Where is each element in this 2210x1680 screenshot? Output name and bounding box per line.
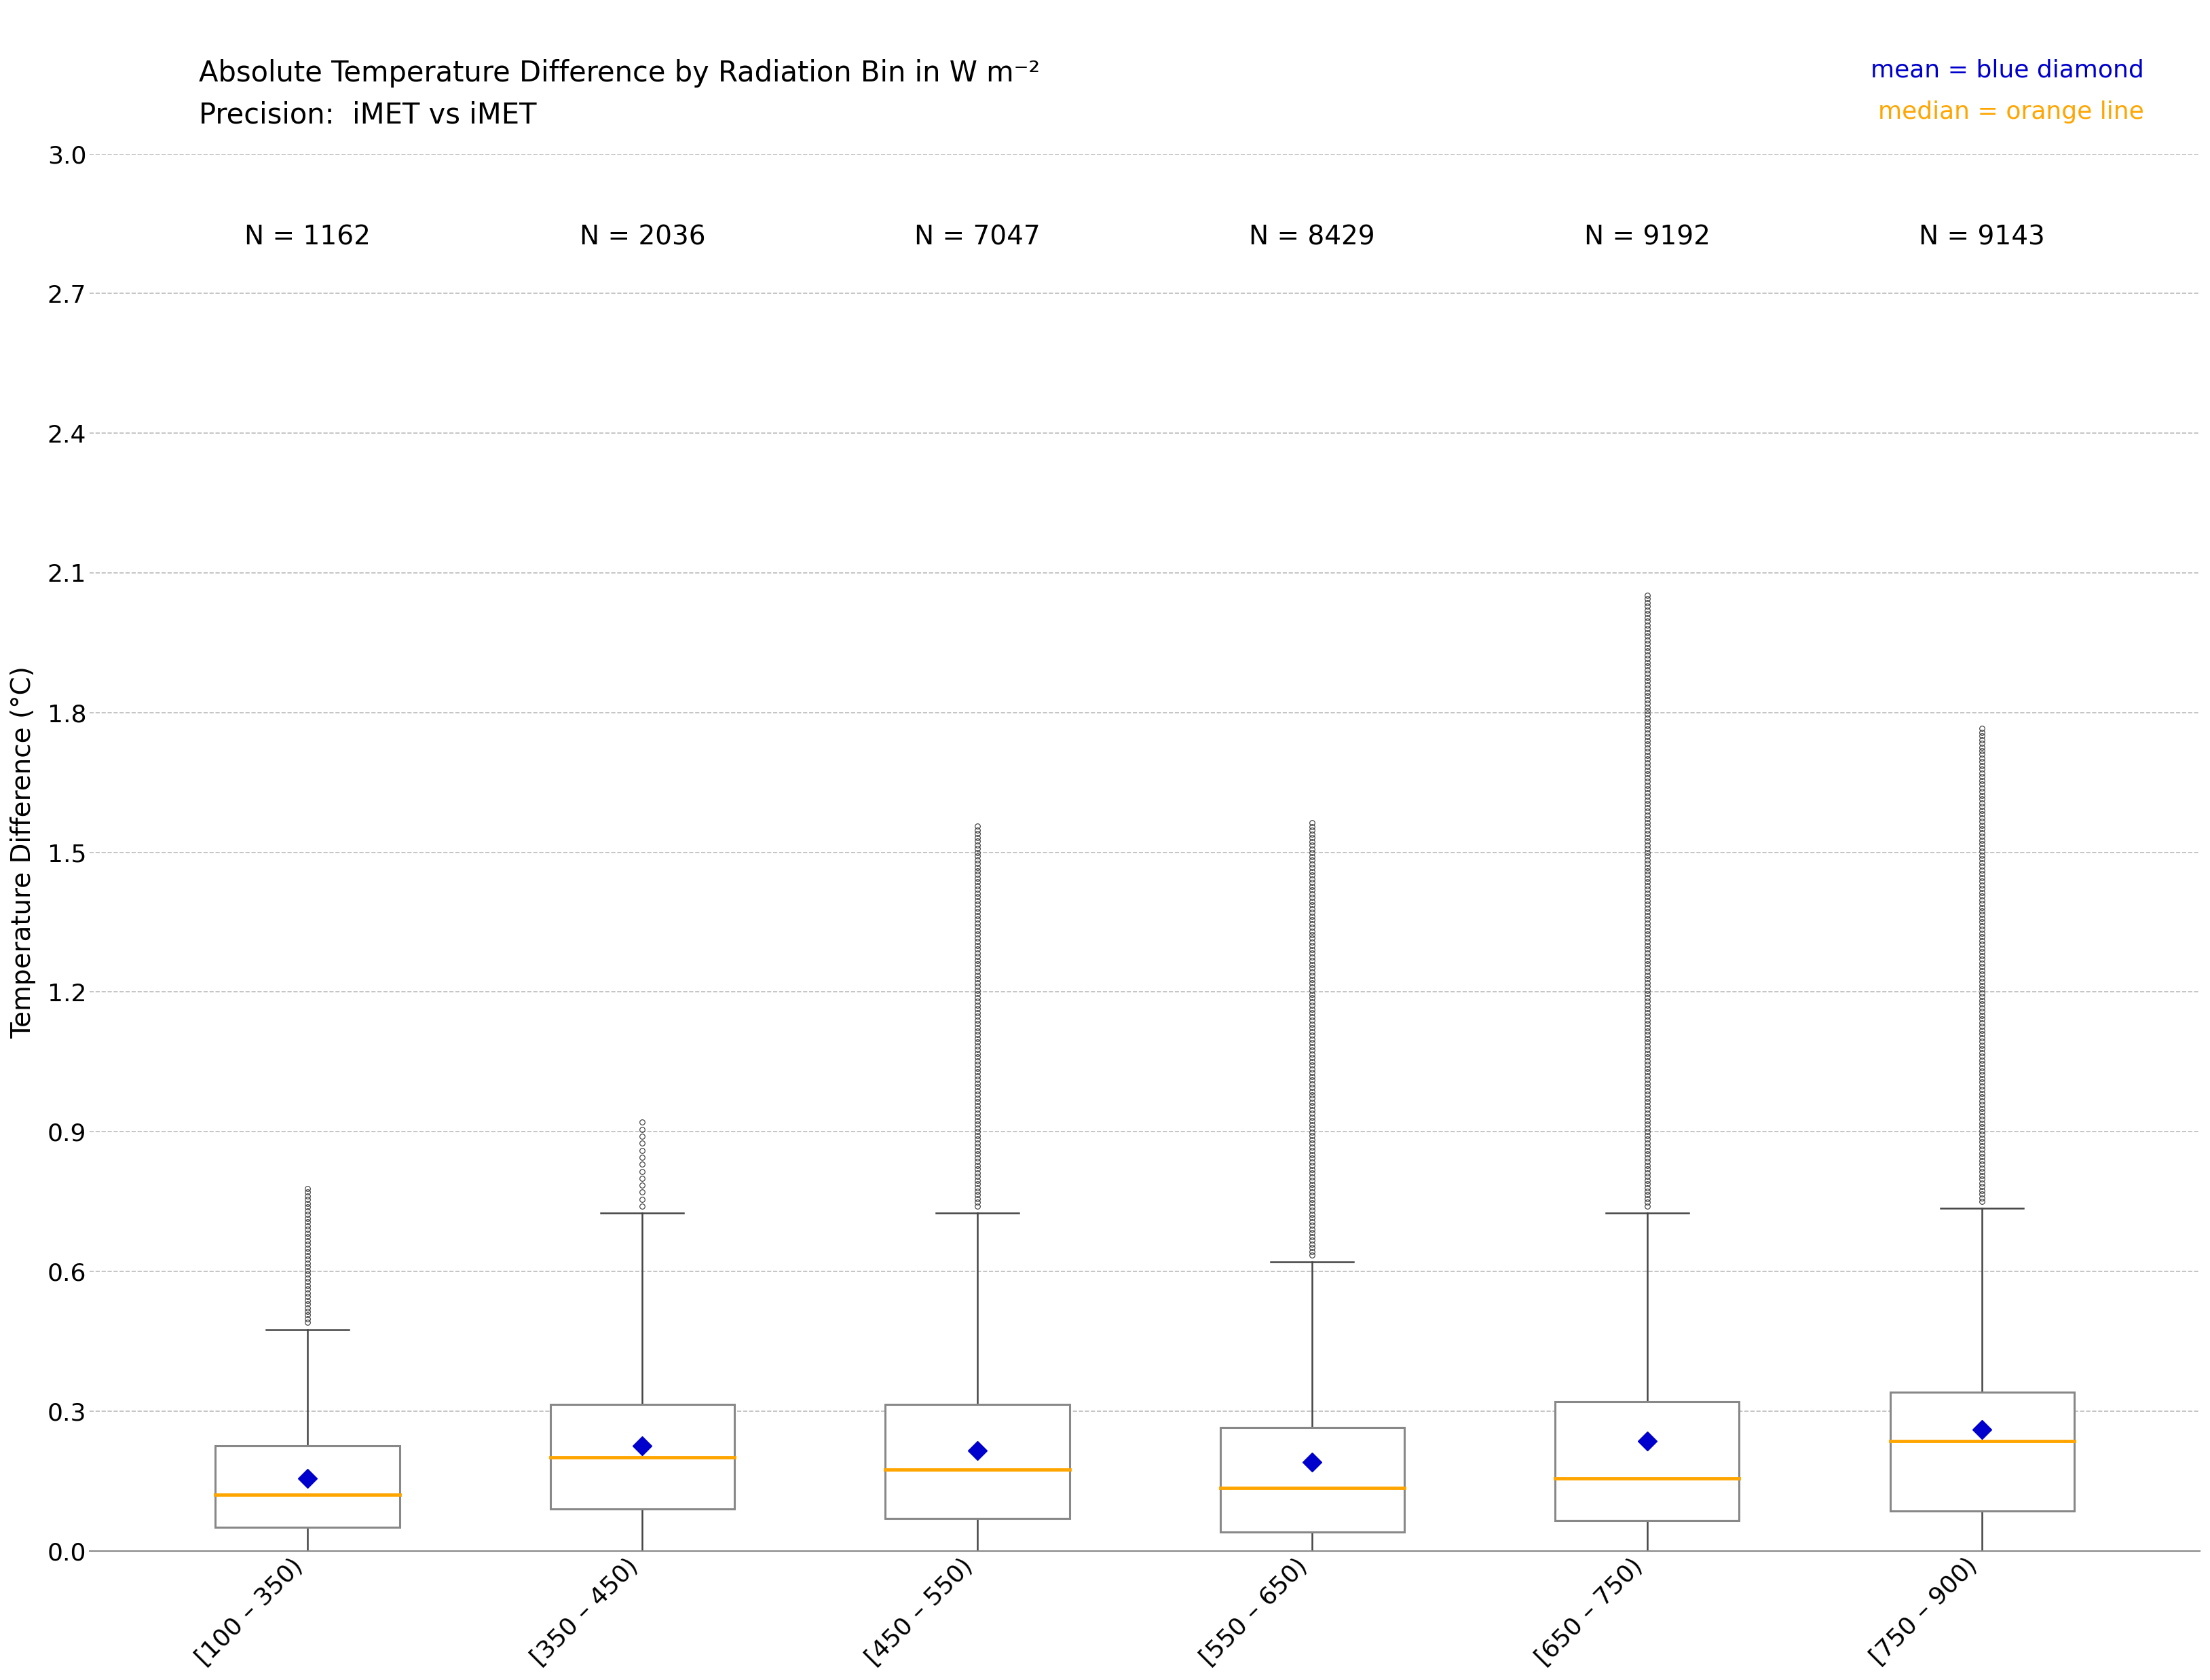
Bar bbox=[1556, 1401, 1739, 1520]
Text: N = 2036: N = 2036 bbox=[579, 225, 705, 250]
Text: N = 7047: N = 7047 bbox=[915, 225, 1041, 250]
Text: N = 9192: N = 9192 bbox=[1585, 225, 1711, 250]
Text: Absolute Temperature Difference by Radiation Bin in W m⁻²: Absolute Temperature Difference by Radia… bbox=[199, 59, 1041, 87]
Bar bbox=[550, 1404, 734, 1509]
Bar bbox=[1220, 1428, 1403, 1532]
Bar bbox=[1890, 1393, 2075, 1512]
Text: mean = blue diamond: mean = blue diamond bbox=[1870, 59, 2144, 82]
Text: N = 9143: N = 9143 bbox=[1918, 225, 2044, 250]
Text: Precision:  iMET vs iMET: Precision: iMET vs iMET bbox=[199, 101, 537, 129]
Y-axis label: Temperature Difference (°C): Temperature Difference (°C) bbox=[11, 665, 35, 1038]
Text: N = 1162: N = 1162 bbox=[245, 225, 371, 250]
Bar bbox=[886, 1404, 1070, 1519]
Text: N = 8429: N = 8429 bbox=[1249, 225, 1375, 250]
Bar bbox=[214, 1446, 400, 1527]
Text: median = orange line: median = orange line bbox=[1878, 101, 2144, 124]
